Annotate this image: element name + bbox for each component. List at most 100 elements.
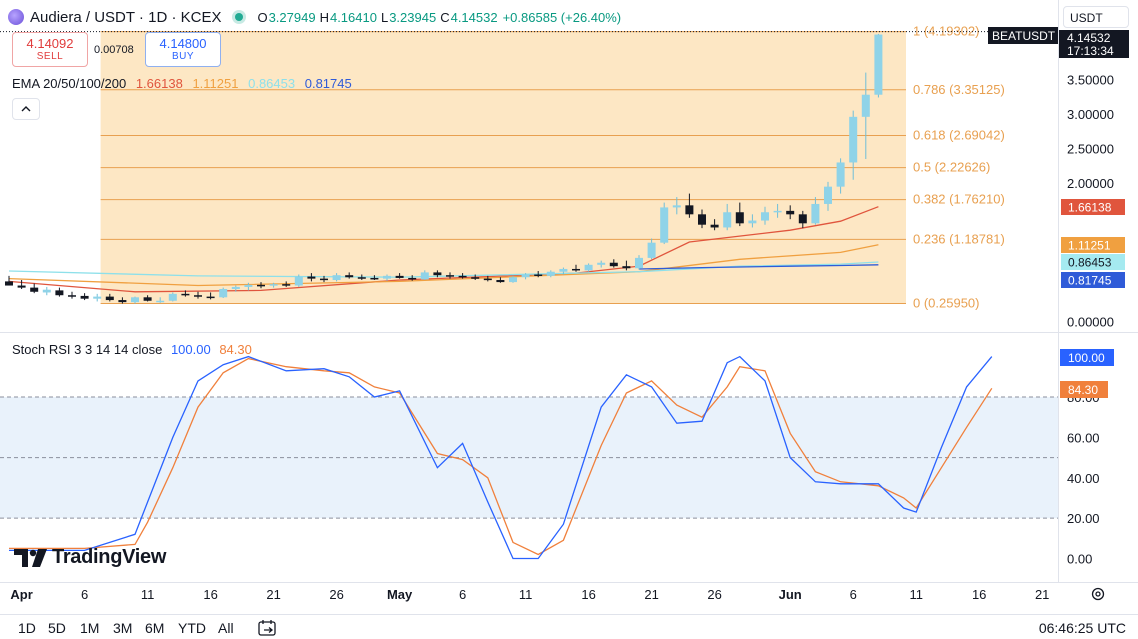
bottom-toolbar: 1D 5D 1M 3M 6M YTD All xyxy=(0,615,1138,639)
fib-level-label: 0.618 (2.69042) xyxy=(913,127,1005,142)
candle-body xyxy=(395,275,404,278)
time-axis-label: Apr xyxy=(10,587,32,602)
ema-value-tag-label: 0.81745 xyxy=(1068,274,1112,288)
fib-level-label: 0 (0.25950) xyxy=(913,296,980,311)
range-button-5d[interactable]: 5D xyxy=(48,620,66,636)
time-axis-label: 26 xyxy=(707,587,721,602)
candle-body xyxy=(307,276,316,279)
candle-body xyxy=(332,275,341,281)
time-axis-label: May xyxy=(387,587,413,602)
candle-body xyxy=(408,277,417,280)
ema-legend-label: EMA 20/50/100/200 xyxy=(12,76,127,91)
candle-body xyxy=(55,290,64,296)
ema50-value: 1.11251 xyxy=(192,76,239,91)
coin-logo-icon xyxy=(8,9,24,25)
sell-label: SELL xyxy=(36,51,64,62)
candle-body xyxy=(320,278,328,281)
buy-button[interactable]: 4.14800 BUY xyxy=(145,32,221,67)
candle-body xyxy=(483,278,492,281)
ohlc-high-value: 4.16410 xyxy=(329,9,377,25)
sell-button[interactable]: 4.14092 SELL xyxy=(12,32,88,67)
ohlc-low-key: L xyxy=(380,9,389,25)
candle-body xyxy=(206,296,215,299)
ema-legend[interactable]: EMA 20/50/100/200 1.66138 1.11251 0.8645… xyxy=(12,76,358,91)
candle-body xyxy=(509,277,517,283)
calendar-range-icon[interactable] xyxy=(258,619,278,637)
stoch-rsi-axis-tick: 20.00 xyxy=(1067,511,1100,526)
stoch-rsi-axis-tick: 0.00 xyxy=(1067,552,1092,567)
tradingview-logo-text: TradingView xyxy=(52,546,167,568)
range-button-6m[interactable]: 6M xyxy=(145,620,165,636)
time-axis-label: 26 xyxy=(329,587,343,602)
candle-body xyxy=(849,116,858,163)
stoch-rsi-k-line xyxy=(9,355,993,560)
ohlc-open-value: 3.27949 xyxy=(268,9,316,25)
range-button-1d[interactable]: 1D xyxy=(18,620,36,636)
stoch-rsi-d-line xyxy=(9,357,993,556)
symbol-header: Audiera / USDT · 1D · KCEX O 3.27949 H 4.1… xyxy=(8,7,621,27)
candle-body xyxy=(269,284,278,286)
price-axis-tick: 2.00000 xyxy=(1067,176,1114,191)
time-axis-label: 11 xyxy=(519,587,533,602)
stoch-rsi-d-tag-label: 84.30 xyxy=(1068,383,1098,397)
candle-body xyxy=(836,162,845,187)
gear-icon[interactable] xyxy=(1090,586,1106,602)
candle-body xyxy=(105,296,114,301)
currency-selector[interactable]: USDT xyxy=(1063,6,1129,28)
time-axis-label: 11 xyxy=(909,587,923,602)
candle-body xyxy=(748,220,757,224)
candle-body xyxy=(282,284,291,286)
candle-body xyxy=(471,277,480,279)
time-axis-label: 16 xyxy=(581,587,595,602)
candle-body xyxy=(861,94,870,117)
candle-body xyxy=(584,264,593,271)
chevron-up-icon xyxy=(21,106,31,112)
candle-body xyxy=(874,34,883,95)
candle-body xyxy=(635,257,643,269)
utc-clock[interactable]: 06:46:25 UTC xyxy=(1038,620,1126,636)
ema-value-tag xyxy=(1061,272,1125,288)
range-button-1m[interactable]: 1M xyxy=(80,620,100,636)
fib-level-label: 0.382 (1.76210) xyxy=(913,192,1005,207)
ohlc-low-value: 3.23945 xyxy=(389,9,437,25)
collapse-legend-button[interactable] xyxy=(12,98,40,120)
candle-body xyxy=(118,300,127,303)
stoch-rsi-legend[interactable]: Stoch RSI 3 3 14 14 close 100.00 84.30 xyxy=(12,342,257,357)
price-axis-tick: 2.50000 xyxy=(1067,142,1114,157)
stoch-rsi-d-tag xyxy=(1060,381,1108,398)
time-axis-label: 21 xyxy=(1035,587,1049,602)
time-axis-label: 6 xyxy=(459,587,466,602)
candle-body xyxy=(521,274,530,278)
stoch-rsi-label: Stoch RSI 3 3 14 14 close xyxy=(12,342,163,357)
tradingview-logo-icon xyxy=(14,548,47,567)
range-button-all[interactable]: All xyxy=(218,620,234,636)
candle-body xyxy=(93,296,102,299)
ema-value-tag-label: 1.11251 xyxy=(1068,239,1111,253)
candle-body xyxy=(597,262,606,265)
candle-body xyxy=(244,284,253,287)
candle-body xyxy=(698,214,706,225)
tradingview-logo[interactable]: TradingView xyxy=(14,546,166,569)
candle-body xyxy=(420,272,429,280)
symbol-title[interactable]: Audiera / USDT · 1D · KCEX xyxy=(30,8,222,26)
price-axis-tick: 3.00000 xyxy=(1067,107,1114,122)
time-axis-label: 6 xyxy=(850,587,857,602)
candle-body xyxy=(131,297,139,303)
ema-value-tag-label: 1.66138 xyxy=(1068,201,1112,215)
candle-body xyxy=(30,287,39,292)
candle-body xyxy=(546,271,555,276)
ema200-value: 0.81745 xyxy=(304,76,352,91)
market-open-status-icon xyxy=(235,13,244,21)
candle-body xyxy=(534,274,543,276)
range-button-3m[interactable]: 3M xyxy=(113,620,133,636)
range-button-ytd[interactable]: YTD xyxy=(178,620,206,636)
candle-body xyxy=(181,293,190,296)
candle-body xyxy=(496,280,505,283)
fib-level-label: 0.786 (3.35125) xyxy=(913,82,1005,97)
stoch-rsi-axis-tick: 40.00 xyxy=(1067,471,1100,486)
ohlc-close-key: C xyxy=(440,9,450,25)
fib-level-label: 0.5 (2.22626) xyxy=(913,160,990,175)
candle-body xyxy=(761,212,769,221)
spread-value: 0.00708 xyxy=(94,44,134,56)
